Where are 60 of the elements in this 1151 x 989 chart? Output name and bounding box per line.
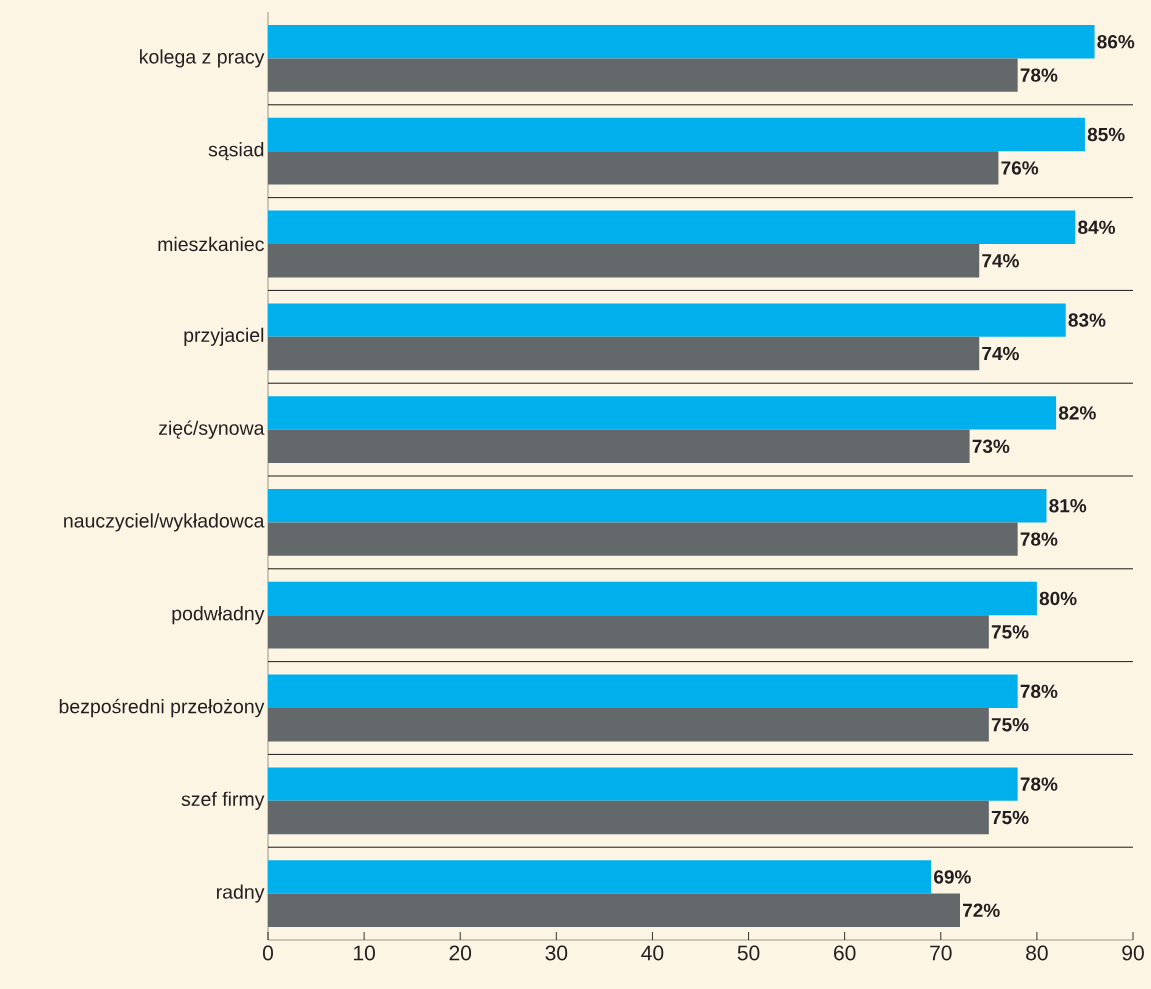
bar xyxy=(268,767,1018,801)
data-label: 84% xyxy=(1078,220,1116,235)
data-label: 74% xyxy=(982,346,1019,361)
data-label: 78% xyxy=(1020,777,1058,791)
data-label: 76% xyxy=(1001,161,1039,175)
data-label: 78% xyxy=(1020,68,1058,82)
data-label: 81% xyxy=(1049,498,1087,513)
y-tick-label: sąsiad xyxy=(208,142,264,161)
bar xyxy=(268,303,1066,337)
bar xyxy=(268,210,1076,245)
x-tick-label: 40 xyxy=(641,945,664,961)
data-label: 73% xyxy=(972,439,1010,454)
bar xyxy=(268,489,1047,523)
data-label: 82% xyxy=(1058,406,1096,420)
bar xyxy=(268,151,999,185)
x-tick-label: 70 xyxy=(930,945,952,961)
data-label: 83% xyxy=(1068,313,1106,327)
y-tick-label: zięć/synowa xyxy=(159,420,265,439)
data-label: 72% xyxy=(963,903,1000,918)
y-tick-label: przyjaciel xyxy=(184,327,264,346)
bar xyxy=(268,893,960,928)
bar xyxy=(268,244,980,278)
y-tick-label: mieszkaniec xyxy=(158,236,264,252)
bar xyxy=(268,117,1085,152)
data-label: 86% xyxy=(1097,34,1135,49)
bar xyxy=(268,708,989,742)
x-tick-label: 90 xyxy=(1122,945,1144,961)
y-tick-label: kolega z pracy xyxy=(140,49,265,68)
x-tick-label: 20 xyxy=(449,945,472,961)
y-tick-label: radny xyxy=(216,884,265,903)
bar xyxy=(268,860,932,894)
data-label: 78% xyxy=(1020,684,1058,699)
data-label: 78% xyxy=(1020,532,1058,546)
x-tick-label: 50 xyxy=(737,945,760,961)
data-label: 69% xyxy=(934,870,971,884)
data-label: 75% xyxy=(991,625,1029,639)
data-label: 80% xyxy=(1039,591,1077,606)
y-tick-label: nauczyciel/wykładowca xyxy=(64,513,265,532)
bar xyxy=(268,581,1037,616)
data-label: 74% xyxy=(982,254,1019,268)
x-tick-label: 80 xyxy=(1026,945,1048,961)
x-tick-label: 10 xyxy=(354,945,375,961)
data-label: 75% xyxy=(991,718,1029,732)
bar xyxy=(268,674,1018,709)
y-tick-label: bezpośredni przełożony xyxy=(59,698,265,718)
bar xyxy=(268,429,970,464)
bar xyxy=(268,25,1095,59)
x-tick-label: 0 xyxy=(262,945,274,961)
data-label: 85% xyxy=(1087,127,1125,142)
data-label: 75% xyxy=(991,810,1029,825)
bar xyxy=(268,800,989,835)
bar xyxy=(268,396,1057,430)
y-tick-label: szef firmy xyxy=(181,791,265,810)
bar xyxy=(268,58,1018,92)
x-tick-label: 60 xyxy=(834,945,856,961)
x-tick-label: 30 xyxy=(545,945,568,961)
bar xyxy=(268,336,980,371)
bar xyxy=(268,522,1018,556)
bar xyxy=(268,615,989,649)
y-tick-label: podwładny xyxy=(172,606,265,625)
